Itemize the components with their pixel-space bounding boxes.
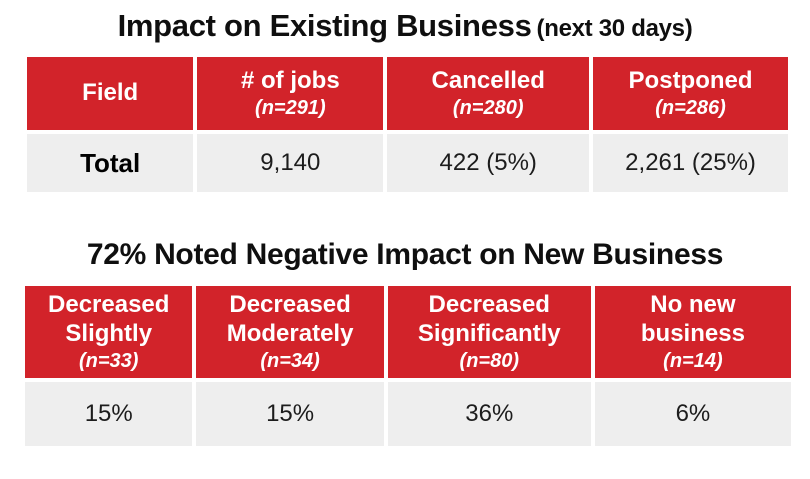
existing-business-total-row: Total 9,140 422 (5%) 2,261 (25%)	[27, 134, 788, 192]
cell-decreased-moderately-pct: 15%	[196, 382, 384, 446]
header-label-decreased-moderately: Decreased Moderately	[226, 291, 354, 347]
header-label-decreased-slightly: Decreased Slightly	[48, 291, 170, 347]
cell-total-cancelled: 422 (5%)	[387, 134, 590, 192]
existing-business-title: Impact on Existing Business (next 30 days…	[0, 8, 810, 44]
header-label-num-jobs: # of jobs	[241, 66, 340, 94]
header-sub-decreased-slightly: (n=33)	[78, 349, 139, 372]
existing-business-title-suffix: (next 30 days)	[536, 15, 693, 42]
header-sub-no-new-business: (n=14)	[663, 349, 723, 372]
header-sub-cancelled: (n=280)	[452, 97, 524, 120]
header-label-field: Field	[82, 79, 139, 107]
cell-no-new-business-pct: 6%	[594, 382, 791, 446]
new-business-table: Decreased Slightly (n=33) Decreased Mode…	[25, 286, 791, 446]
cell-total-label: Total	[27, 134, 194, 192]
header-cell-no-new-business: No new business (n=14)	[594, 286, 791, 378]
cell-total-postponed: 2,261 (25%)	[593, 134, 788, 192]
header-label-cancelled: Cancelled	[431, 66, 545, 94]
header-sub-num-jobs: (n=291)	[255, 97, 326, 120]
existing-business-table: Field # of jobs (n=291) Cancelled (n=280…	[27, 57, 788, 192]
header-cell-num-jobs: # of jobs (n=291)	[197, 57, 384, 130]
cell-total-jobs: 9,140	[197, 134, 384, 192]
new-business-title: 72% Noted Negative Impact on New Busines…	[86, 238, 724, 271]
cell-decreased-slightly-pct: 15%	[25, 382, 193, 446]
header-cell-decreased-moderately: Decreased Moderately (n=34)	[196, 286, 384, 378]
cell-decreased-significantly-pct: 36%	[387, 382, 591, 446]
header-cell-decreased-significantly: Decreased Significantly (n=80)	[387, 286, 591, 378]
new-business-values-row: 15% 15% 36% 6%	[25, 382, 791, 446]
new-business-table-header-row: Decreased Slightly (n=33) Decreased Mode…	[25, 286, 791, 378]
header-sub-decreased-moderately: (n=34)	[260, 349, 320, 372]
header-label-postponed: Postponed	[628, 66, 753, 94]
existing-business-table-header-row: Field # of jobs (n=291) Cancelled (n=280…	[27, 57, 788, 130]
header-cell-postponed: Postponed (n=286)	[593, 57, 788, 130]
existing-business-title-main: Impact on Existing Business	[117, 8, 532, 43]
header-cell-field: Field	[27, 57, 194, 130]
header-label-decreased-significantly: Decreased Significantly	[417, 291, 561, 347]
header-label-no-new-business: No new business	[640, 291, 745, 347]
header-sub-postponed: (n=286)	[655, 97, 726, 120]
header-cell-decreased-slightly: Decreased Slightly (n=33)	[25, 286, 193, 378]
header-sub-decreased-significantly: (n=80)	[459, 349, 519, 372]
header-cell-cancelled: Cancelled (n=280)	[387, 57, 590, 130]
